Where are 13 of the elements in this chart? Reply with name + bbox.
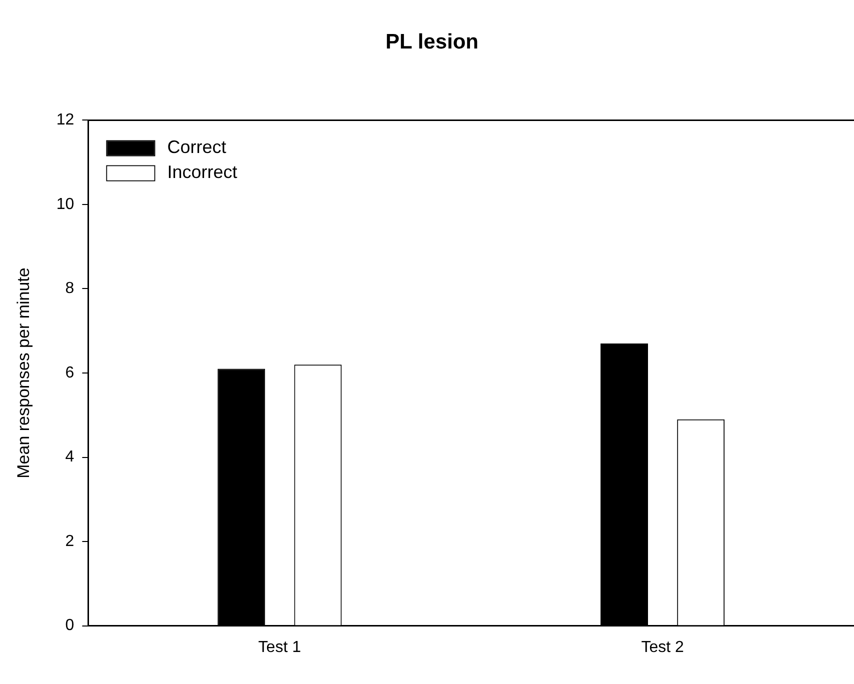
legend-label: Incorrect (167, 162, 238, 182)
y-tick-label: 6 (65, 364, 74, 382)
y-tick-label: 0 (65, 617, 74, 634)
y-tick-label: 12 (56, 112, 74, 129)
x-tick-label: Test 2 (641, 638, 684, 656)
legend-label: Correct (167, 137, 226, 158)
y-tick-label: 2 (65, 532, 74, 550)
y-tick-label: 8 (65, 280, 74, 298)
y-tick-label: 10 (56, 196, 74, 213)
y-axis-title: Mean responses per minute (14, 268, 33, 478)
x-tick-label: Test 1 (258, 638, 302, 656)
chart-title: PL lesion (386, 30, 478, 54)
y-tick-label: 4 (65, 448, 74, 466)
